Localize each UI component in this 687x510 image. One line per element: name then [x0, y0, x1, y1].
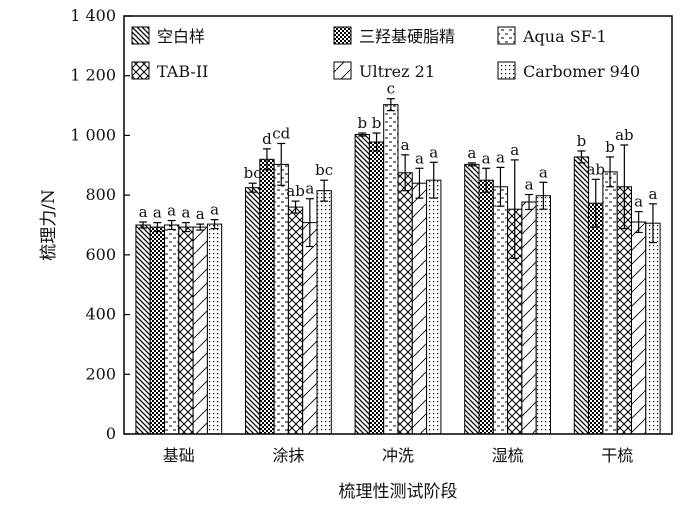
bar — [588, 202, 604, 435]
x-tick-label: 湿梳 — [492, 446, 524, 465]
significance-label: a — [648, 185, 657, 203]
y-tick-label: 200 — [85, 364, 116, 383]
bar — [149, 226, 165, 435]
significance-label: b — [372, 114, 382, 132]
bar — [354, 134, 370, 435]
bar — [273, 163, 289, 435]
legend: 空白样 三羟基硬脂精 Aqua SF-1 TAB-II Ultrez 21 Carbome… — [131, 26, 640, 81]
bar — [464, 163, 480, 435]
significance-label: a — [181, 204, 190, 222]
y-tick-label: 1 400 — [70, 6, 116, 25]
bar — [602, 171, 618, 435]
y-tick-label: 800 — [85, 185, 116, 204]
significance-label: a — [139, 203, 148, 221]
bar — [316, 190, 332, 435]
legend-swatch — [131, 61, 150, 80]
x-tick-label: 冲洗 — [382, 446, 414, 465]
bar — [178, 226, 194, 435]
legend-label: Carbomer 940 — [523, 62, 640, 81]
significance-label: a — [496, 148, 505, 166]
bar — [645, 222, 661, 435]
y-tick-label: 0 — [106, 424, 116, 443]
y-tick-label: 600 — [85, 245, 116, 264]
significance-label: b — [357, 114, 367, 132]
significance-label: a — [510, 141, 519, 159]
bar — [383, 104, 399, 435]
bar — [206, 223, 223, 435]
significance-label: a — [305, 180, 314, 198]
significance-label: bc — [244, 164, 262, 182]
x-axis: 基础 涂抹 冲洗 湿梳 干梳 — [163, 428, 633, 465]
x-tick-label: 干梳 — [601, 446, 633, 465]
x-tick-label: 基础 — [163, 446, 195, 465]
legend-label: TAB-II — [157, 62, 208, 81]
bar — [368, 141, 385, 435]
y-tick-label: 400 — [85, 305, 116, 324]
bar — [411, 182, 428, 435]
y-axis: 0 200 400 600 800 1 000 1 200 1 400 — [70, 6, 130, 443]
bar — [478, 179, 494, 435]
significance-label: a — [210, 201, 219, 219]
significance-label: ab — [615, 126, 634, 144]
significance-label: a — [525, 176, 534, 194]
legend-label: 三羟基硬脂精 — [359, 27, 455, 46]
legend-swatch — [333, 61, 352, 80]
bar — [492, 186, 509, 435]
legend-label: 空白样 — [157, 27, 205, 46]
legend-label: Ultrez 21 — [359, 62, 435, 81]
bar — [287, 206, 304, 435]
bar — [164, 224, 180, 435]
legend-swatch — [333, 26, 352, 45]
significance-label: b — [577, 132, 587, 150]
bar — [259, 158, 275, 435]
significance-label: a — [196, 205, 205, 223]
significance-label: a — [167, 202, 176, 220]
bar — [245, 187, 261, 435]
significance-label: d — [262, 130, 272, 148]
significance-label: a — [401, 136, 410, 154]
y-axis-title: 梳理力/N — [39, 189, 59, 261]
bar — [535, 195, 552, 435]
y-tick-label: 1 000 — [70, 125, 116, 144]
significance-label: a — [482, 149, 491, 167]
bar — [192, 226, 208, 435]
bar — [631, 221, 647, 435]
legend-swatch — [497, 26, 516, 45]
significance-label: c — [387, 80, 395, 98]
legend-swatch — [497, 61, 516, 80]
significance-label: a — [467, 144, 476, 162]
y-tick-label: 1 200 — [70, 66, 116, 85]
bar — [521, 201, 537, 435]
bars-layer — [135, 104, 661, 435]
significance-label: a — [153, 204, 162, 222]
significance-label: ab — [286, 182, 305, 200]
significance-label: a — [634, 193, 643, 211]
significance-label: a — [539, 163, 548, 181]
legend-swatch — [131, 26, 150, 45]
bar — [135, 224, 151, 435]
bar — [397, 172, 413, 435]
x-tick-label: 涂抹 — [272, 446, 304, 465]
significance-label: a — [429, 143, 438, 161]
bar — [302, 222, 318, 435]
legend-label: Aqua SF-1 — [522, 27, 607, 46]
significance-label: bc — [315, 161, 333, 179]
bar — [573, 156, 590, 435]
significance-label: cd — [272, 124, 290, 142]
bar — [426, 179, 442, 435]
significance-label: ab — [586, 160, 605, 178]
significance-label: a — [415, 149, 424, 167]
significance-label: b — [605, 138, 615, 156]
error-bars-layer — [139, 98, 657, 260]
x-axis-title: 梳理性测试阶段 — [339, 482, 458, 502]
